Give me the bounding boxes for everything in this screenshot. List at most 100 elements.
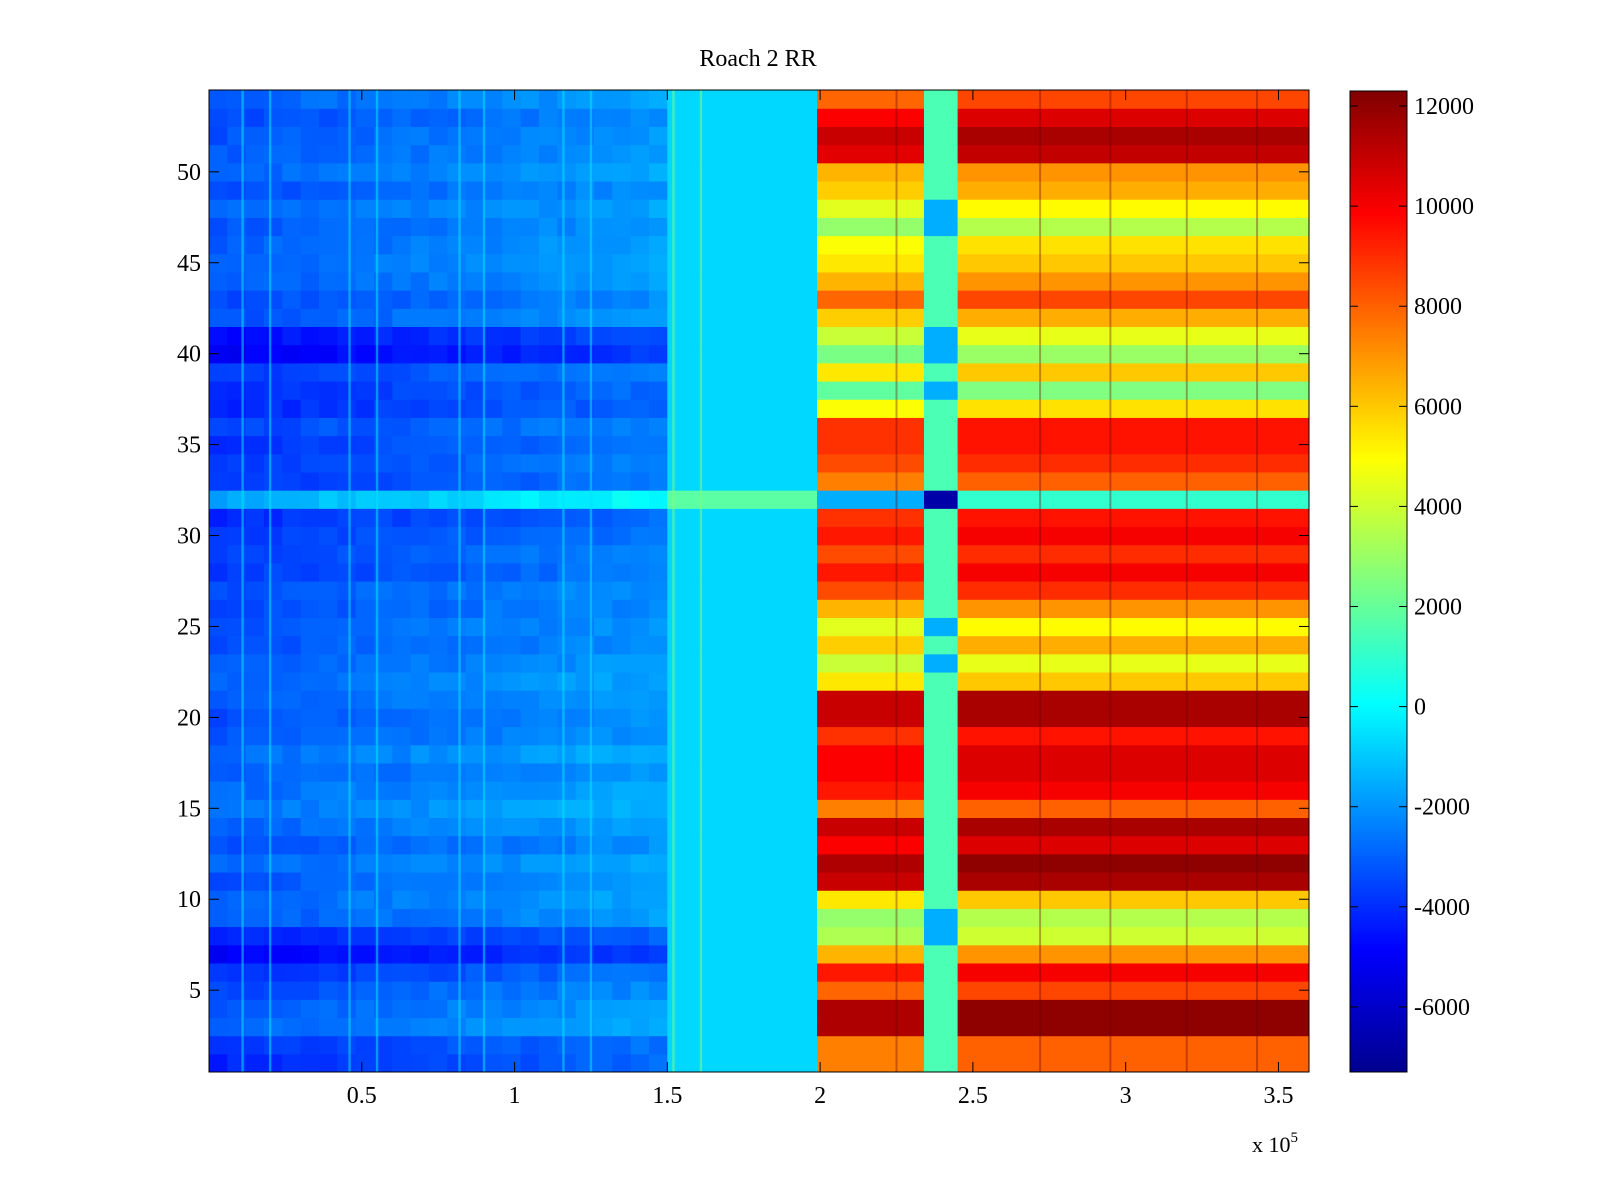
- heatmap-cell-r34-s18: [539, 453, 558, 473]
- heatmap-cell-r48-s14: [465, 199, 485, 218]
- colorbar-tick-label-4: 4000: [1414, 494, 1462, 520]
- heatmap-cell-r18-s7: [337, 744, 357, 764]
- vertical-stripe-4: [458, 90, 461, 1072]
- heatmap-cell-r46-s6: [319, 235, 338, 255]
- heatmap-cell-r18-s3: [264, 744, 283, 764]
- heatmap-cell-r5-s5: [300, 981, 320, 1000]
- heatmap-cell-r51-s7: [337, 144, 357, 164]
- heatmap-cell-r29-s5: [300, 544, 320, 564]
- heatmap-cell-r30-s26: [817, 526, 925, 546]
- heatmap-cell-r23-s5: [300, 653, 320, 673]
- heatmap-cell-r9-s10: [392, 908, 412, 928]
- heatmap-cell-r11-s14: [465, 871, 485, 891]
- heatmap-cell-r8-s12: [429, 926, 448, 946]
- heatmap-cell-r34-s4: [282, 453, 302, 473]
- heatmap-cell-r41-s19: [557, 326, 577, 346]
- heatmap-cell-r33-s16: [502, 471, 522, 491]
- heatmap-cell-r19-s23: [630, 726, 650, 746]
- heatmap-cell-r28-s5: [300, 562, 320, 582]
- heatmap-cell-r35-s2: [245, 435, 265, 455]
- heatmap-cell-r44-s15: [484, 271, 503, 291]
- heatmap-cell-r2-s28: [957, 1035, 1309, 1055]
- heatmap-cell-r37-s15: [484, 399, 503, 418]
- heatmap-cell-r36-s6: [319, 417, 338, 437]
- heatmap-cell-r5-s15: [484, 981, 503, 1000]
- heatmap-cell-r21-s19: [557, 690, 577, 709]
- heatmap-cell-r8-s13: [447, 926, 467, 946]
- heatmap-cell-r31-s8: [355, 508, 375, 528]
- heatmap-cell-r15-s8: [355, 799, 375, 819]
- heatmap-cell-r42-s19: [557, 308, 577, 328]
- heatmap-cell-r13-s15: [484, 835, 503, 855]
- heatmap-cell-r30-s2: [245, 526, 265, 546]
- heatmap-cell-r28-s19: [557, 562, 577, 582]
- heatmap-cell-r49-s19: [557, 180, 577, 200]
- heatmap-cell-r10-s23: [630, 890, 650, 909]
- heatmap-cell-r38-s5: [300, 380, 320, 400]
- heatmap-cell-r6-s2: [245, 962, 265, 982]
- heatmap-cell-r19-s24: [649, 726, 668, 746]
- heatmap-cell-r9-s17: [520, 908, 540, 928]
- heatmap-cell-r50-s15: [484, 162, 503, 182]
- heatmap-cell-r12-s5: [300, 853, 320, 873]
- heatmap-cell-r43-s12: [429, 290, 448, 309]
- heatmap-cell-r52-s26: [817, 126, 925, 146]
- heatmap-cell-r14-s0: [209, 817, 228, 837]
- heatmap-cell-r19-s2: [245, 726, 265, 746]
- heatmap-cell-r43-s2: [245, 290, 265, 309]
- heatmap-cell-r52-s9: [374, 126, 393, 146]
- heatmap-cell-r53-s8: [355, 108, 375, 127]
- heatmap-cell-r39-s26: [817, 362, 925, 382]
- heatmap-cell-r4-s19: [557, 999, 577, 1019]
- heatmap-cell-r20-s11: [410, 708, 430, 728]
- heatmap-cell-r45-s2: [245, 253, 265, 273]
- heatmap-cell-r12-s14: [465, 853, 485, 873]
- heatmap-cell-r34-s24: [649, 453, 668, 473]
- heatmap-cell-r1-s14: [465, 1053, 485, 1072]
- heatmap-cell-r36-s5: [300, 417, 320, 437]
- heatmap-cell-r4-s17: [520, 999, 540, 1019]
- heatmap-cell-r2-s3: [264, 1035, 283, 1055]
- x-tick-label-5: 3: [1120, 1083, 1132, 1109]
- heatmap-cell-r2-s26: [817, 1035, 925, 1055]
- heatmap-cell-r32-s9: [374, 490, 393, 509]
- heatmap-cell-r23-s11: [410, 653, 430, 673]
- heatmap-cell-r16-s5: [300, 781, 320, 800]
- heatmap-cell-r50-s16: [502, 162, 522, 182]
- heatmap-cell-r20-s23: [630, 708, 650, 728]
- heatmap-cell-r44-s7: [337, 271, 357, 291]
- heatmap-cell-r34-s7: [337, 453, 357, 473]
- heatmap-cell-r45-s26: [817, 253, 925, 273]
- heatmap-cell-r50-s4: [282, 162, 302, 182]
- heatmap-cell-r14-s16: [502, 817, 522, 837]
- heatmap-cell-r48-s3: [264, 199, 283, 218]
- heatmap-cell-r4-s22: [612, 999, 632, 1019]
- heatmap-cell-r4-s14: [465, 999, 485, 1019]
- heatmap-cell-r47-s14: [465, 217, 485, 237]
- heatmap-cell-r41-s7: [337, 326, 357, 346]
- heatmap-cell-r51-s11: [410, 144, 430, 164]
- heatmap-cell-r18-s15: [484, 744, 503, 764]
- heatmap-cell-r25-s12: [429, 617, 448, 637]
- heatmap-cell-r7-s16: [502, 944, 522, 964]
- heatmap-cell-r21-s2: [245, 690, 265, 709]
- heatmap-cell-r26-s25: [667, 599, 818, 618]
- y-tick-label-5: 30: [177, 524, 201, 550]
- heatmap-cell-r33-s4: [282, 471, 302, 491]
- heatmap-cell-r8-s19: [557, 926, 577, 946]
- heatmap-cell-r1-s7: [337, 1053, 357, 1072]
- heatmap-cell-r20-s15: [484, 708, 503, 728]
- heatmap-cell-r46-s27: [924, 235, 959, 255]
- heatmap-cell-r38-s28: [957, 380, 1309, 400]
- heatmap-cell-r6-s12: [429, 962, 448, 982]
- heatmap-cell-r19-s8: [355, 726, 375, 746]
- heatmap-cell-r35-s18: [539, 435, 558, 455]
- heatmap-cell-r45-s16: [502, 253, 522, 273]
- heatmap-cell-r39-s23: [630, 362, 650, 382]
- heatmap-cell-r17-s19: [557, 762, 577, 782]
- heatmap-cell-r49-s15: [484, 180, 503, 200]
- heatmap-cell-r11-s9: [374, 871, 393, 891]
- heatmap-cell-r33-s13: [447, 471, 467, 491]
- heatmap-cell-r39-s2: [245, 362, 265, 382]
- heatmap-cell-r41-s17: [520, 326, 540, 346]
